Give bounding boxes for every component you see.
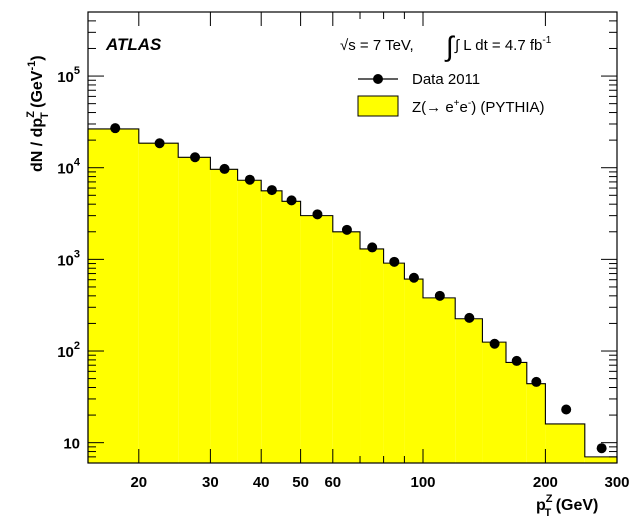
legend-data-label: Data 2011 [412,71,480,88]
x-tick-label: 30 [202,474,219,491]
experiment-label: ATLAS [105,35,162,54]
y-axis-title: dN / dpZ T (GeV-1) [25,55,51,172]
legend-data-marker [373,74,383,84]
histogram-bin [332,231,361,463]
histogram-bin [138,143,179,464]
data-point [190,152,201,163]
y-tick-label: 105 [57,65,80,86]
histogram-bin [455,318,483,463]
y-tick-label: 104 [57,157,81,178]
x-tick-label: 50 [292,474,309,491]
plot-frame [87,11,618,464]
histogram-bin [482,342,506,463]
histogram-bin [360,248,384,463]
x-tick-label: 100 [410,474,435,491]
histogram-bin [261,190,282,463]
legend-mc-label-part3: ) (PYTHIA) [471,99,544,116]
legend-mc-label-sup2: - [468,98,471,109]
luminosity-text: ∫ L dt = 4.7 fb [454,37,542,54]
histogram-bin [300,215,333,463]
histogram-bin [210,169,238,463]
data-point [389,256,400,267]
data-point [464,312,475,323]
x-tick-label: 300 [604,474,629,491]
y-axis-title-unit: (GeV [29,70,46,112]
histogram-bin [281,201,301,463]
data-point [110,123,121,134]
y-axis-title-unit-sup: -1 [26,61,38,71]
data-point [154,138,165,149]
x-tick-label: 20 [130,474,147,491]
data-points [110,123,607,454]
data-point [219,163,230,174]
histogram-bin [545,423,585,463]
histogram-bin [423,297,456,463]
histogram-bin [178,157,211,463]
y-tick-label: 10 [63,436,80,453]
y-tick-label: 102 [57,340,80,361]
y-axis-title-sup: Z [25,111,37,118]
luminosity-exponent: -1 [542,35,551,46]
integral-sign-icon: ∫ [444,31,456,62]
histogram-bin [526,383,546,463]
legend-mc-label: Z(→ e+e-) (PYTHIA) [412,98,545,116]
data-point [341,224,352,235]
legend-mc-swatch [357,95,399,117]
legend-mc-label-sup1: + [454,98,460,109]
histogram-bin [584,456,617,463]
axis-tick-labels: 20 30 40 50 60 100 200 300 10 102 103 104 105 [57,65,629,491]
x-tick-label: 40 [253,474,270,491]
legend: Data 2011 Z(→ e+e-) (PYTHIA) [357,71,545,117]
x-axis-title-sup: Z [546,493,553,505]
mc-histogram [87,128,618,464]
x-tick-label: 200 [533,474,558,491]
energy-label: √s = 7 TeV, [340,37,414,54]
histogram-bin [505,362,527,463]
data-point [434,290,445,301]
legend-mc-label-part1: Z(→ e [412,99,454,116]
data-point [489,338,500,349]
histogram-bin [404,279,424,463]
data-point [286,195,297,206]
x-axis-title-sub: T [545,507,552,519]
y-axis-title-main: dN / dp [29,118,46,172]
data-point [561,404,572,415]
data-point [266,185,277,196]
axis-ticks [88,11,618,464]
x-axis-title: pZ T (GeV) [536,493,598,519]
legend-mc-label-part2: e [460,99,468,116]
histogram-bin [88,128,139,463]
data-point [408,272,419,283]
histogram-bin [237,180,262,463]
luminosity-label: ∫ L dt = 4.7 fb-1 [454,35,552,54]
data-point [367,242,378,253]
y-axis-title-unit-close: ) [29,55,46,60]
data-point [244,174,255,185]
y-tick-label: 103 [57,248,80,269]
data-point [596,443,607,454]
y-axis-title-sub: T [39,112,51,119]
data-point [531,376,542,387]
x-axis-title-main: p [536,497,546,514]
x-axis-title-unit: (GeV) [551,497,598,514]
histogram-bin [383,263,405,463]
data-point [511,355,522,366]
data-point [312,209,323,220]
x-tick-label: 60 [324,474,341,491]
